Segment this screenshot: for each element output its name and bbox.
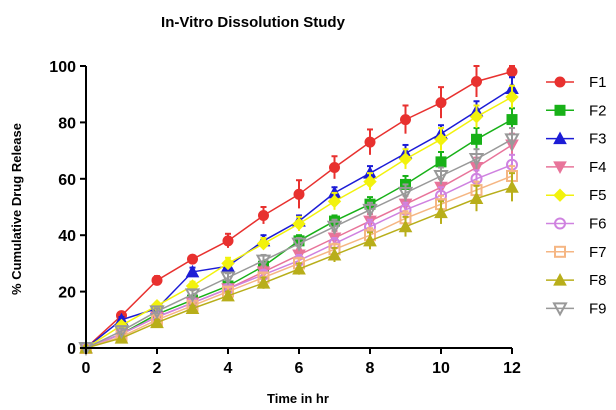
data-point: [506, 66, 518, 78]
y-axis-label: % Cumulative Drug Release: [9, 123, 24, 295]
data-point: [221, 288, 235, 302]
data-point: [329, 162, 340, 174]
legend-marker: [554, 104, 566, 116]
data-point: [327, 194, 342, 209]
data-point: [400, 114, 411, 126]
legend-label: F7: [589, 244, 607, 261]
legend-marker: [553, 131, 567, 145]
series-F9: [78, 127, 520, 357]
legend-marker: [552, 302, 568, 317]
data-point: [220, 271, 236, 286]
data-point: [471, 76, 482, 88]
data-point: [327, 247, 342, 261]
x-tick-label: 2: [153, 360, 162, 377]
data-point: [434, 205, 448, 219]
legend-marker: [554, 245, 566, 258]
data-point: [184, 288, 201, 303]
legend-marker: [553, 188, 567, 202]
legend-marker: [554, 76, 566, 88]
y-tick-label: 20: [58, 285, 76, 302]
x-tick-label: 6: [295, 360, 304, 377]
legend-label: F6: [589, 216, 607, 233]
legend-item-F4: F4: [546, 159, 607, 176]
data-point: [505, 90, 519, 104]
legend-marker: [553, 273, 567, 286]
legend: F1 F2 F3 F4 F5 F6 F7 F8 F9: [546, 74, 607, 317]
legend-item-F2: F2: [546, 102, 607, 119]
data-point: [362, 203, 378, 218]
data-point: [397, 186, 414, 201]
data-point: [291, 237, 307, 252]
data-point: [435, 156, 447, 168]
plot-area: [78, 65, 520, 357]
data-point: [293, 188, 305, 200]
data-point: [185, 264, 200, 278]
y-tick-label: 100: [49, 59, 76, 76]
series-line: [85, 118, 513, 349]
data-point: [151, 274, 163, 286]
legend-label: F9: [589, 300, 607, 317]
data-point: [292, 217, 306, 231]
data-point: [468, 153, 485, 168]
legend-item-F6: F6: [546, 216, 607, 233]
legend-label: F4: [589, 159, 607, 176]
series-line: [85, 138, 513, 349]
data-point: [363, 174, 377, 189]
data-point: [435, 97, 447, 109]
legend-label: F5: [589, 187, 607, 204]
chart-title: In-Vitro Dissolution Study: [161, 14, 346, 31]
data-point: [469, 110, 484, 124]
data-point: [471, 133, 482, 145]
y-tick-label: 80: [58, 115, 76, 132]
legend-label: F8: [589, 272, 607, 289]
data-point: [256, 236, 271, 251]
data-point: [398, 219, 413, 233]
axes: 0 20 40 60 80 100 0 2 4 6 8 10 12: [49, 59, 521, 377]
data-point: [113, 325, 130, 340]
x-tick-label: 8: [366, 360, 375, 377]
series-F1: [80, 65, 518, 354]
legend-item-F7: F7: [546, 244, 607, 261]
data-point: [185, 301, 200, 315]
y-tick-label: 0: [67, 341, 76, 358]
data-point: [326, 220, 343, 235]
y-tick-label: 60: [58, 172, 76, 189]
data-point: [292, 261, 306, 275]
legend-marker: [554, 217, 566, 230]
legend-item-F5: F5: [546, 187, 607, 204]
legend-item-F1: F1: [546, 74, 607, 91]
data-point: [222, 235, 234, 247]
data-point: [187, 253, 198, 265]
y-tick-label: 40: [58, 228, 76, 245]
data-point: [469, 191, 484, 205]
legend-item-F3: F3: [546, 131, 607, 148]
legend-label: F1: [589, 74, 607, 91]
legend-marker: [553, 161, 567, 174]
data-point: [363, 233, 377, 247]
x-tick-label: 0: [82, 360, 91, 377]
data-point: [255, 254, 272, 269]
legend-item-F8: F8: [546, 272, 607, 289]
legend-item-F9: F9: [546, 300, 607, 317]
x-tick-label: 10: [432, 360, 450, 377]
data-point: [221, 256, 235, 271]
data-point: [258, 209, 269, 221]
x-tick-label: 4: [224, 360, 233, 377]
legend-label: F2: [589, 102, 607, 119]
data-point: [506, 114, 518, 126]
legend-label: F3: [589, 131, 607, 148]
data-point: [364, 136, 376, 148]
data-point: [505, 180, 519, 193]
data-point: [398, 152, 413, 166]
data-point: [256, 276, 271, 289]
x-axis-label: Time in hr: [267, 391, 329, 406]
data-point: [149, 305, 165, 320]
data-point: [434, 132, 448, 147]
x-tick-label: 12: [503, 360, 521, 377]
data-point: [433, 169, 449, 185]
data-point: [150, 315, 164, 329]
data-point: [504, 133, 520, 148]
